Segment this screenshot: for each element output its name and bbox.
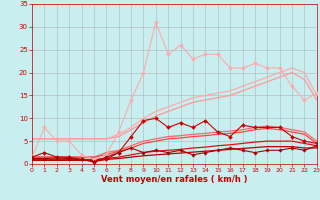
X-axis label: Vent moyen/en rafales ( km/h ): Vent moyen/en rafales ( km/h ) — [101, 175, 248, 184]
